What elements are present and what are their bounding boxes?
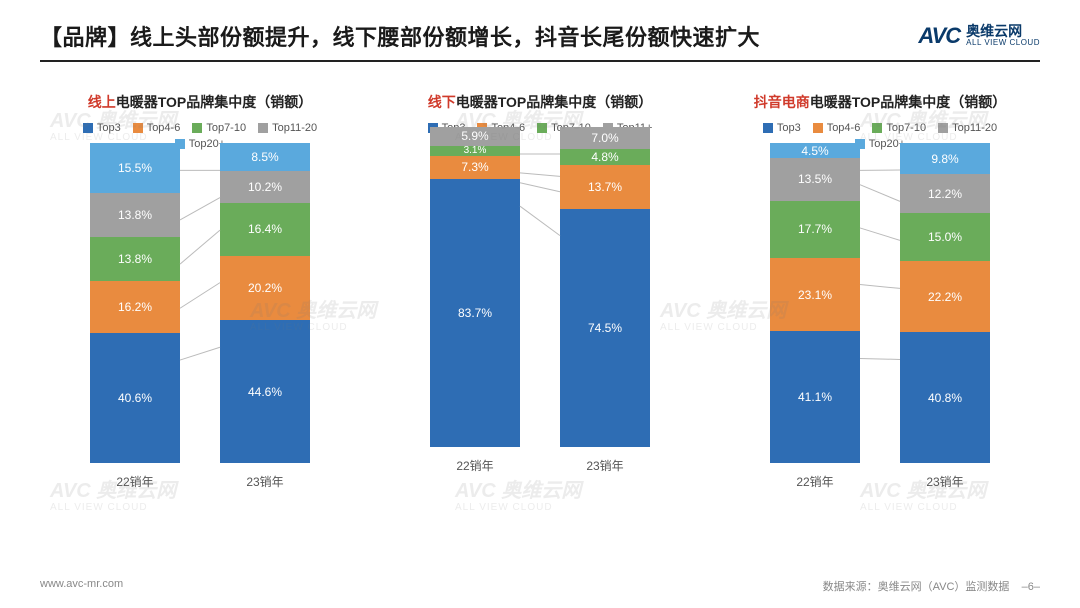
brand-logo: AVC 奥维云网 ALL VIEW CLOUD (918, 23, 1040, 49)
stacked-bar: 40.6%16.2%13.8%13.8%15.5% (90, 143, 180, 463)
bar-segment: 4.5% (770, 143, 860, 157)
bar-column: 40.6%16.2%13.8%13.8%15.5%22销年 (90, 160, 180, 490)
bar-segment: 13.8% (90, 193, 180, 237)
charts-container: 线上电暖器TOP品牌集中度（销额） Top3 Top4-6 Top7-10 Top11-… (0, 62, 1080, 490)
legend-item: Top4-6 (133, 122, 181, 134)
bar-category-label: 23销年 (246, 473, 283, 490)
bar-segment: 15.0% (900, 213, 990, 261)
bar-segment: 74.5% (560, 209, 650, 447)
bar-segment: 7.0% (560, 127, 650, 149)
bar-segment: 8.5% (220, 143, 310, 170)
bar-category-label: 23销年 (586, 457, 623, 474)
legend-label: Top3 (97, 122, 121, 134)
legend-item: Top11-20 (938, 122, 997, 134)
stacked-bar: 44.6%20.2%16.4%10.2%8.5% (220, 143, 310, 463)
legend-swatch (872, 123, 882, 133)
bar-category-label: 22销年 (116, 473, 153, 490)
legend-item: Top3 (83, 122, 121, 134)
bar-segment: 10.2% (220, 171, 310, 204)
bar-segment: 41.1% (770, 331, 860, 463)
legend-item: Top4-6 (813, 122, 861, 134)
bar-segment: 5.9% (430, 127, 520, 146)
legend-item: Top7-10 (872, 122, 926, 134)
logo-cn: 奥维云网 (966, 24, 1040, 39)
legend-item: Top3 (763, 122, 801, 134)
legend-swatch (192, 123, 202, 133)
bar-segment: 13.7% (560, 165, 650, 209)
bar-column: 74.5%13.7%4.8%7.0%23销年 (560, 144, 650, 474)
bar-segment: 12.2% (900, 174, 990, 213)
legend-swatch (763, 123, 773, 133)
chart-plot: 41.1%23.1%17.7%13.5%4.5%22销年 40.8%22.2%15… (730, 160, 1030, 490)
bar-column: 40.8%22.2%15.0%12.2%9.8%23销年 (900, 160, 990, 490)
chart-title: 抖音电商电暖器TOP品牌集中度（销额） (754, 92, 1007, 112)
legend-swatch (813, 123, 823, 133)
page-number: –6– (1022, 581, 1040, 593)
bar-segment: 3.1% (430, 146, 520, 156)
legend-swatch (83, 123, 93, 133)
bar-column: 83.7%7.3%3.1%5.9%22销年 (430, 144, 520, 474)
stacked-bar: 74.5%13.7%4.8%7.0% (560, 127, 650, 447)
legend-label: Top11-20 (272, 122, 317, 134)
legend-label: Top7-10 (206, 122, 246, 134)
logo-mark: AVC (918, 23, 960, 49)
stacked-bar: 41.1%23.1%17.7%13.5%4.5% (770, 143, 860, 463)
bar-category-label: 23销年 (926, 473, 963, 490)
legend-label: Top11-20 (952, 122, 997, 134)
bar-column: 41.1%23.1%17.7%13.5%4.5%22销年 (770, 160, 860, 490)
legend-label: Top3 (777, 122, 801, 134)
bar-segment: 13.5% (770, 158, 860, 201)
bar-segment: 83.7% (430, 179, 520, 447)
chart-panel: 线下电暖器TOP品牌集中度（销额）Top3Top4-6Top7-10Top11+… (380, 92, 700, 490)
bar-segment: 44.6% (220, 320, 310, 463)
bar-segment: 20.2% (220, 256, 310, 321)
bar-segment: 23.1% (770, 258, 860, 332)
legend-swatch (258, 123, 268, 133)
bar-segment: 9.8% (900, 143, 990, 174)
legend-item: Top20+ (175, 138, 225, 150)
legend-label: Top4-6 (827, 122, 861, 134)
bar-segment: 7.3% (430, 156, 520, 179)
legend-item: Top11-20 (258, 122, 317, 134)
bar-column: 44.6%20.2%16.4%10.2%8.5%23销年 (220, 160, 310, 490)
legend-label: Top7-10 (886, 122, 926, 134)
bar-segment: 40.8% (900, 332, 990, 463)
legend-label: Top4-6 (147, 122, 181, 134)
legend-item: Top7-10 (192, 122, 246, 134)
legend-swatch (938, 123, 948, 133)
bar-segment: 16.4% (220, 203, 310, 255)
bar-segment: 15.5% (90, 143, 180, 193)
chart-title: 线下电暖器TOP品牌集中度（销额） (428, 92, 653, 112)
logo-en: ALL VIEW CLOUD (966, 39, 1040, 48)
bar-segment: 4.8% (560, 149, 650, 164)
chart-plot: 40.6%16.2%13.8%13.8%15.5%22销年44.6%20.2%1… (50, 160, 350, 490)
page-title: 【品牌】线上头部份额提升，线下腰部份额增长，抖音长尾份额快速扩大 (40, 20, 760, 52)
bar-segment: 16.2% (90, 281, 180, 333)
chart-plot: 83.7%7.3%3.1%5.9%22销年 74.5%13.7%4.8%7.0%2… (390, 144, 690, 474)
legend-item: Top20+ (855, 138, 905, 150)
bar-segment: 13.8% (90, 237, 180, 281)
bar-category-label: 22销年 (456, 457, 493, 474)
chart-panel: 抖音电商电暖器TOP品牌集中度（销额） Top3 Top4-6 Top7-10 Top1… (720, 92, 1040, 490)
legend-swatch (133, 123, 143, 133)
stacked-bar: 83.7%7.3%3.1%5.9% (430, 127, 520, 447)
bar-category-label: 22销年 (796, 473, 833, 490)
bar-segment: 40.6% (90, 333, 180, 463)
footer-source: 数据来源：奥维云网（AVC）监测数据 (823, 581, 1010, 593)
chart-title: 线上电暖器TOP品牌集中度（销额） (88, 92, 313, 112)
bar-segment: 22.2% (900, 261, 990, 332)
legend-swatch (537, 123, 547, 133)
footer: www.avc-mr.com 数据来源：奥维云网（AVC）监测数据 –6– (0, 578, 1080, 594)
stacked-bar: 40.8%22.2%15.0%12.2%9.8% (900, 143, 990, 463)
chart-panel: 线上电暖器TOP品牌集中度（销额） Top3 Top4-6 Top7-10 Top11-… (40, 92, 360, 490)
footer-url: www.avc-mr.com (40, 578, 123, 594)
bar-segment: 17.7% (770, 201, 860, 258)
